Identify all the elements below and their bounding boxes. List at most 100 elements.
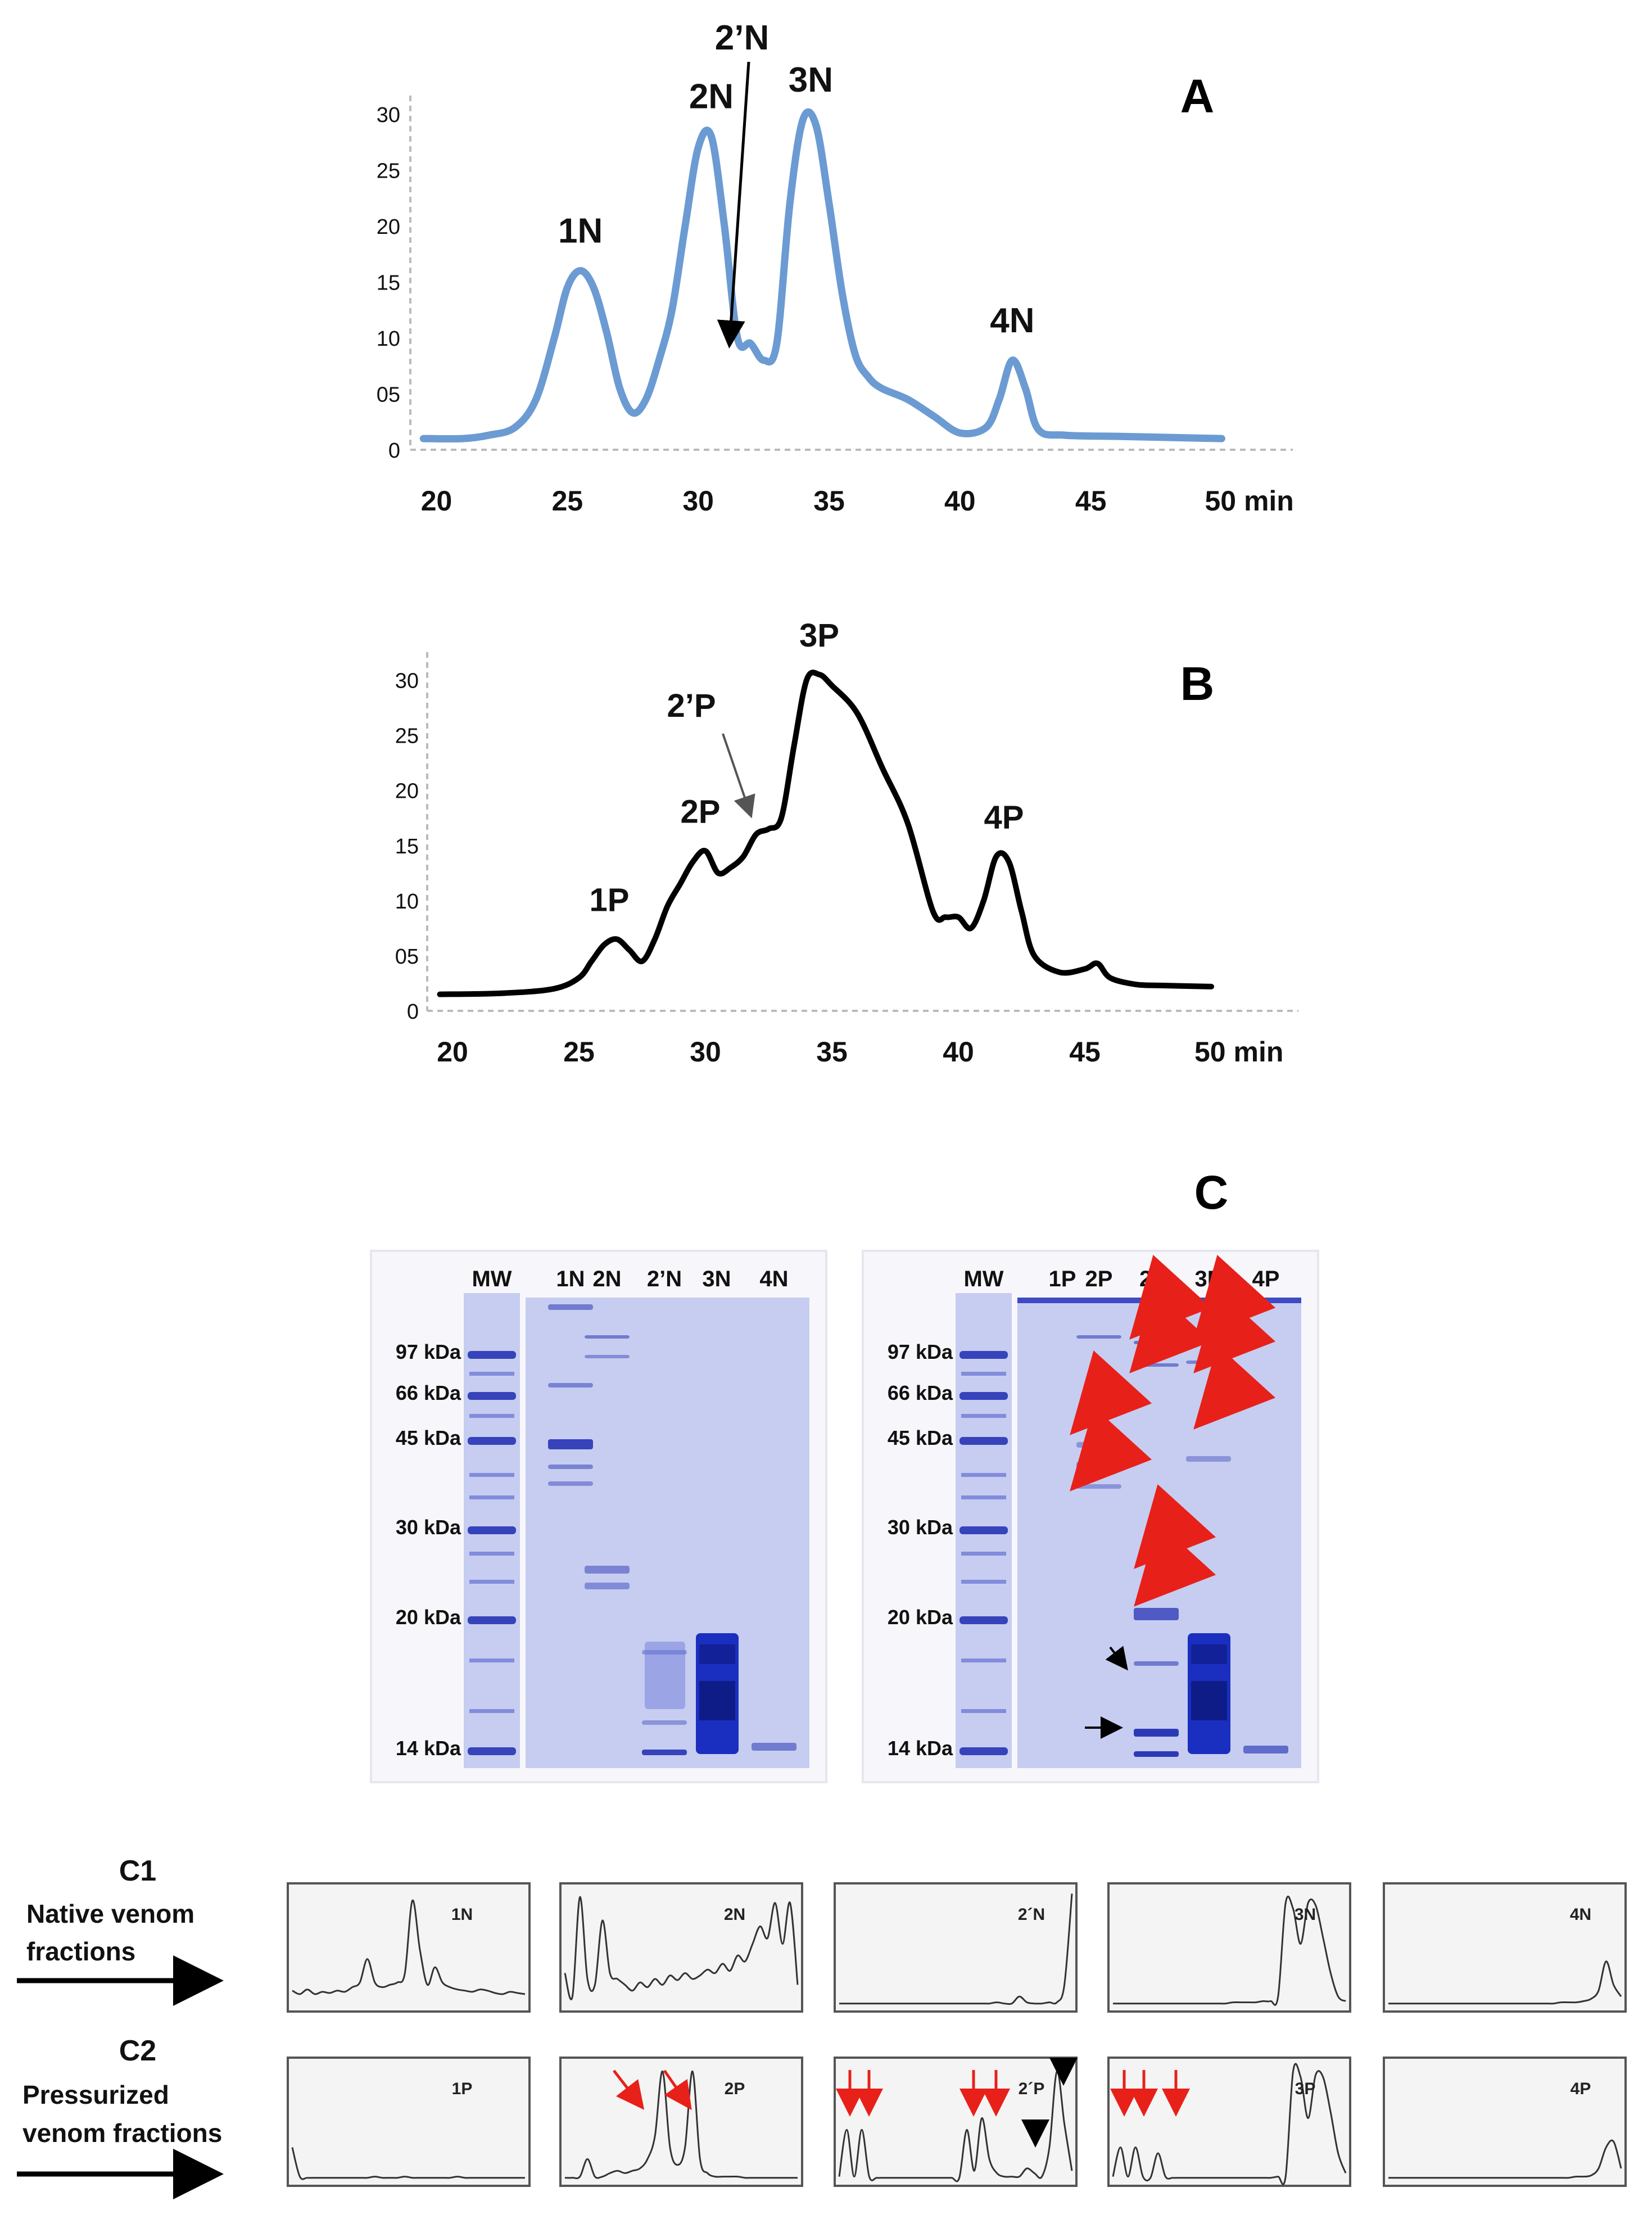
gel-band xyxy=(585,1355,630,1358)
y-tick-label: 15 xyxy=(377,271,400,295)
panel-label-c: C xyxy=(1194,1166,1229,1219)
gel-marker-label: 97 kDa xyxy=(396,1340,461,1363)
densitometry-frame xyxy=(834,1882,1078,2013)
peak-label: 1P xyxy=(590,882,630,919)
y-tick-label: 20 xyxy=(377,215,400,239)
y-tick-label: 25 xyxy=(377,159,400,183)
red-arrow xyxy=(613,2069,645,2110)
y-tick-label: 30 xyxy=(377,103,400,127)
y-tick-label: 05 xyxy=(377,383,400,406)
densitometry-label: 2P xyxy=(725,2080,745,2098)
red-arrow xyxy=(1134,1522,1216,1607)
gel-band xyxy=(585,1335,630,1339)
densitometry-trace xyxy=(1113,1895,1346,2006)
x-tick-label: 25 xyxy=(552,485,583,517)
densitometry-trace xyxy=(838,2070,1073,2182)
gel-marker-label: 20 kDa xyxy=(888,1606,953,1629)
gel-band xyxy=(1186,1341,1231,1344)
x-tick-label: 20 xyxy=(437,1036,468,1068)
y-tick-label: 15 xyxy=(395,835,419,858)
densitometry-label: 2N xyxy=(724,1905,745,1924)
gel-band xyxy=(548,1481,593,1486)
densitometry-trace xyxy=(564,1896,799,2000)
gel-marker-label: 30 kDa xyxy=(888,1516,953,1539)
gel-band xyxy=(642,1650,687,1655)
row-caption: Native venom xyxy=(26,1899,194,1928)
row-title: C1 xyxy=(119,1855,156,1887)
gel-lane-label: MW xyxy=(472,1267,512,1291)
y-tick-label: 10 xyxy=(395,890,419,914)
gel-marker-label: 66 kDa xyxy=(888,1381,953,1404)
gel-pressurized: MW 1P 2P 2’P 3P 4P 97 kDa 66 kDa 45 kDa 30 kDa 20 … xyxy=(862,1250,1319,1783)
densitometry-frame xyxy=(1107,2057,1351,2187)
gel-top-edge xyxy=(1017,1298,1301,1303)
gel-lane-label: 4P xyxy=(1252,1267,1280,1291)
peak-label: 2’N xyxy=(715,19,769,57)
ladder-band xyxy=(468,1747,516,1755)
gel-marker-label: 14 kDa xyxy=(396,1737,461,1760)
gel-lane-label: 3N xyxy=(702,1267,731,1291)
gel-marker-label: 30 kDa xyxy=(396,1516,461,1539)
ladder-band xyxy=(961,1372,1006,1376)
gel-band xyxy=(585,1566,630,1574)
y-tick-label: 05 xyxy=(395,945,419,969)
x-tick-label: 45 xyxy=(1069,1036,1101,1068)
ladder-band xyxy=(468,1526,516,1534)
gel-band xyxy=(1134,1341,1179,1344)
gel-lane-label: 1N xyxy=(556,1267,585,1291)
densitometry-panel: 1P xyxy=(287,2057,531,2187)
ladder-band xyxy=(961,1495,1006,1499)
x-tick-label: 50 min xyxy=(1205,485,1293,517)
series-line-pressurized xyxy=(437,670,1214,997)
gel-band xyxy=(1243,1746,1288,1753)
gel-band xyxy=(548,1465,593,1469)
arrow-2p-prime xyxy=(722,733,755,819)
densitometry-trace xyxy=(291,2147,525,2180)
x-tick-label: 35 xyxy=(816,1036,848,1068)
ladder-band xyxy=(959,1616,1008,1624)
gel-sample-area xyxy=(1017,1298,1301,1768)
arrow-2n-prime xyxy=(717,61,750,349)
peak-label: 3N xyxy=(789,61,833,100)
ladder-band xyxy=(959,1747,1008,1755)
peak-label: 2P xyxy=(681,794,721,830)
gel-band-smear xyxy=(645,1642,685,1709)
densitometry-panel: 4N xyxy=(1383,1882,1627,2013)
ladder-band xyxy=(468,1616,516,1624)
ladder-band xyxy=(468,1351,516,1359)
densitometry-panel: 2P xyxy=(559,2057,803,2187)
gel-marker-label: 14 kDa xyxy=(888,1737,953,1760)
densitometry-panel: 2´N xyxy=(834,1882,1078,2013)
ladder-band xyxy=(469,1709,514,1713)
densitometry-frame xyxy=(1383,1882,1627,2013)
densitometry-panel: 3P xyxy=(1107,2057,1351,2187)
gel-marker-label: 45 kDa xyxy=(396,1426,461,1449)
x-tick-label: 20 xyxy=(421,485,452,517)
densitometry-label: 4N xyxy=(1570,1905,1591,1924)
densitometry-label: 2´N xyxy=(1018,1905,1045,1924)
gel-band xyxy=(585,1583,630,1589)
y-tick-label: 0 xyxy=(407,1000,419,1024)
ladder-band xyxy=(959,1526,1008,1534)
red-arrow xyxy=(663,2069,692,2110)
x-tick-label: 40 xyxy=(943,1036,974,1068)
gel-band xyxy=(548,1383,593,1388)
gel-lane-label: 2’N xyxy=(647,1267,682,1291)
densitometry-panel: 2N xyxy=(559,1882,803,2013)
densitometry-panel: 3N xyxy=(1107,1882,1351,2013)
densitometry-label: 3P xyxy=(1295,2080,1316,2098)
gel-band xyxy=(1076,1335,1121,1339)
ladder-band xyxy=(961,1580,1006,1584)
ladder-band xyxy=(961,1709,1006,1713)
densitometry-label: 1P xyxy=(452,2080,473,2098)
gel-lane-label: 2P xyxy=(1085,1267,1113,1291)
ladder-band xyxy=(469,1658,514,1662)
gel-band xyxy=(1076,1484,1121,1489)
gel-band xyxy=(1134,1751,1179,1757)
peak-label: 1N xyxy=(558,212,603,251)
x-tick-label: 30 xyxy=(682,485,714,517)
ladder-band xyxy=(959,1351,1008,1359)
gel-band xyxy=(1134,1661,1179,1666)
x-tick-label: 25 xyxy=(563,1036,595,1068)
